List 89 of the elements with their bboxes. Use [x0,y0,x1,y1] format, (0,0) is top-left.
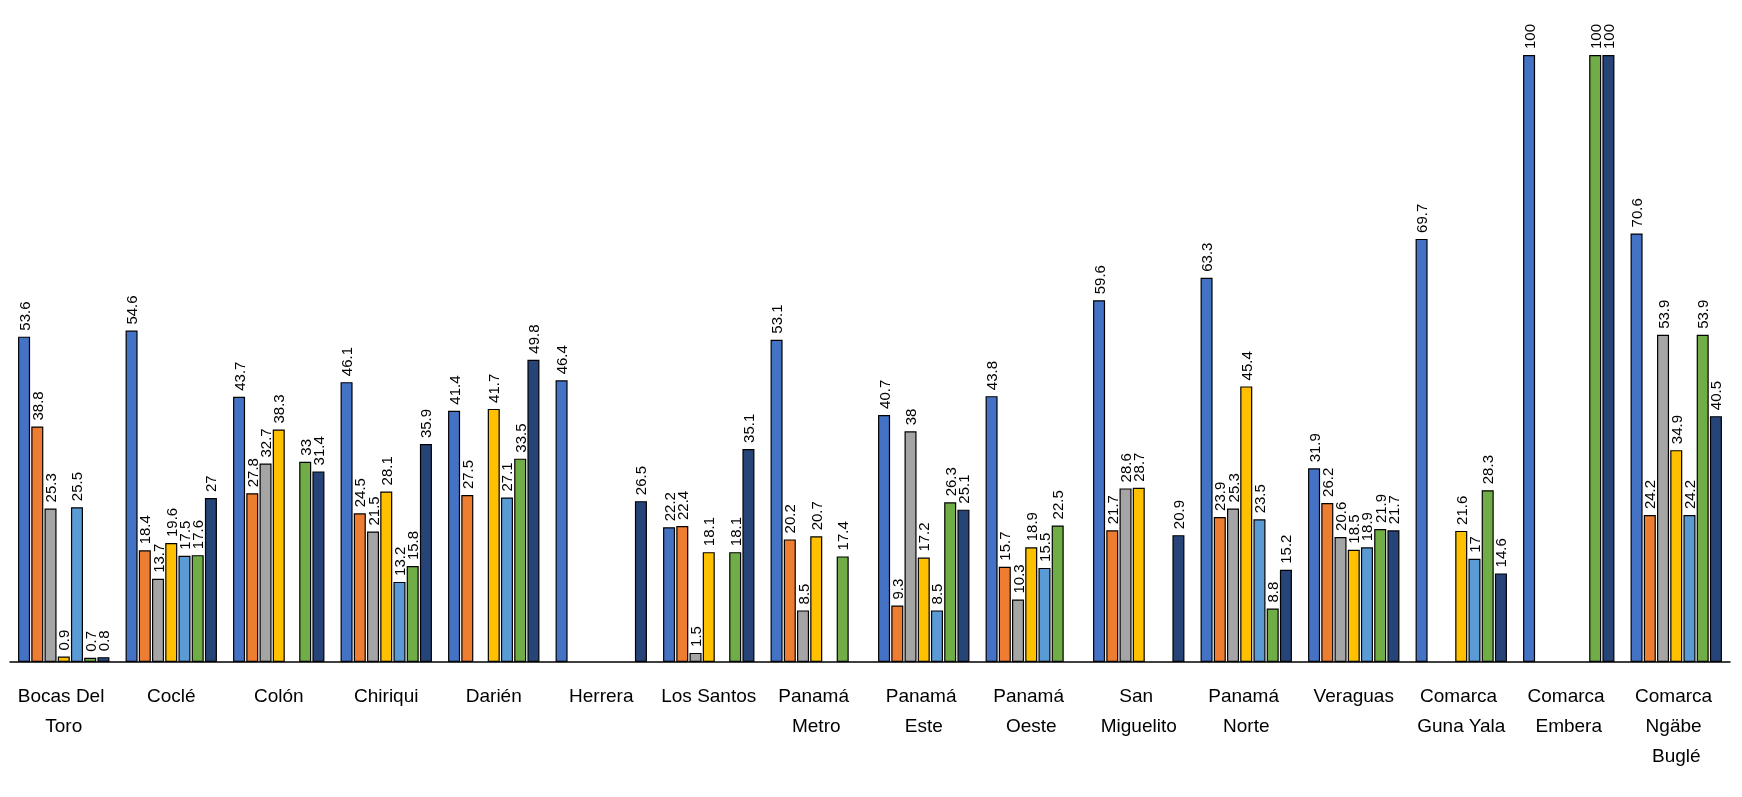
data-label: 38.3 [270,394,288,424]
data-label: 24.2 [1641,479,1659,510]
data-label: 18.4 [136,515,154,545]
data-label: 13.7 [149,543,167,573]
x-tick-label: Panamá Norte [1208,684,1285,736]
data-label: 43.7 [230,361,248,391]
data-label: 10.3 [1009,564,1027,594]
data-label: 33.5 [511,423,529,453]
data-label: 21.7 [1103,495,1121,525]
data-label: 40.7 [875,379,893,409]
data-label: 18.1 [726,516,744,547]
data-label: 35.1 [739,413,757,443]
data-label: 0.7 [81,630,99,652]
x-tick-label: Herrera [569,684,634,706]
data-label: 15.2 [1277,534,1295,564]
data-label: 27.5 [458,459,476,490]
data-label: 28.1 [377,456,395,486]
data-label: 8.8 [1264,581,1282,603]
data-label: 8.5 [794,583,812,605]
data-label: 70.6 [1628,198,1646,228]
x-tick-label: Panamá Oeste [993,684,1070,736]
data-label: 27.1 [498,462,516,492]
data-label: 53.9 [1694,299,1712,329]
data-label: 24.2 [1680,479,1698,510]
data-label: 49.8 [524,324,542,354]
data-label: 53.1 [768,304,786,334]
data-label: 26.3 [941,467,959,497]
data-label: 53.9 [1654,299,1672,329]
x-tick-label: Panamá Metro [778,684,855,736]
data-label: 9.3 [888,578,906,600]
x-tick-label: Panamá Este [885,684,962,736]
data-label: 59.6 [1090,265,1108,295]
data-label: 8.5 [928,583,946,605]
data-label: 27.8 [243,458,261,488]
data-label: 20.2 [781,504,799,534]
data-label: 26.5 [632,465,650,496]
data-label: 25.3 [42,473,60,503]
data-label: 17.6 [189,519,207,550]
data-label: 38.8 [28,391,46,421]
data-label: 21.6 [1452,495,1470,525]
data-label: 33 [296,439,314,456]
data-label: 46.1 [338,346,356,377]
x-tick-label: Veraguas [1313,684,1394,706]
data-label: 38 [902,408,920,426]
data-label: 43.8 [983,360,1001,391]
data-label: 14.6 [1492,538,1510,568]
x-tick-label: Colón [253,684,304,706]
data-label: 69.7 [1413,203,1431,233]
data-label: 0.9 [55,629,73,651]
data-label: 54.6 [123,295,141,325]
x-tick-label: Coclé [146,684,196,706]
data-label: 27 [202,475,220,493]
x-tick-label: Chiriqui [354,684,419,706]
data-label: 17.4 [834,521,852,551]
x-tick-label: Comarca Guna Yala [1417,684,1506,736]
data-label: 23.5 [1250,484,1268,514]
data-label: 20.7 [807,501,825,531]
x-tick-label: Darién [465,684,522,706]
data-label: 17.2 [915,522,933,552]
data-label: 63.3 [1198,242,1216,272]
data-label: 45.4 [1237,351,1255,381]
data-label: 22.5 [1049,490,1067,520]
data-label: 41.7 [485,373,503,403]
data-label: 53.6 [15,301,33,331]
data-label: 34.9 [1667,414,1685,445]
data-label: 41.4 [445,375,463,405]
data-label: 100 [1586,23,1604,49]
data-label: 22.2 [660,492,678,522]
x-tick-label: Comarca Embera [1527,684,1610,736]
data-label: 46.4 [553,345,571,375]
x-tick-label: Comarca Ngäbe Buglé [1635,684,1718,766]
data-label: 35.9 [417,408,435,439]
data-label: 20.9 [1169,499,1187,530]
data-label: 26.2 [1318,467,1336,497]
data-label: 32.7 [257,428,275,458]
data-label: 1.5 [687,626,705,647]
data-label: 40.5 [1707,380,1725,411]
data-label: 19.6 [162,507,180,538]
data-label: 100 [1520,23,1538,49]
data-label: 18.1 [700,516,718,547]
data-label: 25.5 [68,472,86,502]
data-label: 31.9 [1305,433,1323,463]
x-tick-label: Los Santos [661,684,757,706]
data-label: 17 [1465,536,1483,553]
x-tick-label: Bocas Del Toro [17,684,110,736]
data-label: 15.7 [996,531,1014,561]
x-tick-label: San Miguelito [1100,684,1177,736]
data-label: 18.9 [1022,512,1040,542]
data-label: 28.3 [1479,455,1497,485]
